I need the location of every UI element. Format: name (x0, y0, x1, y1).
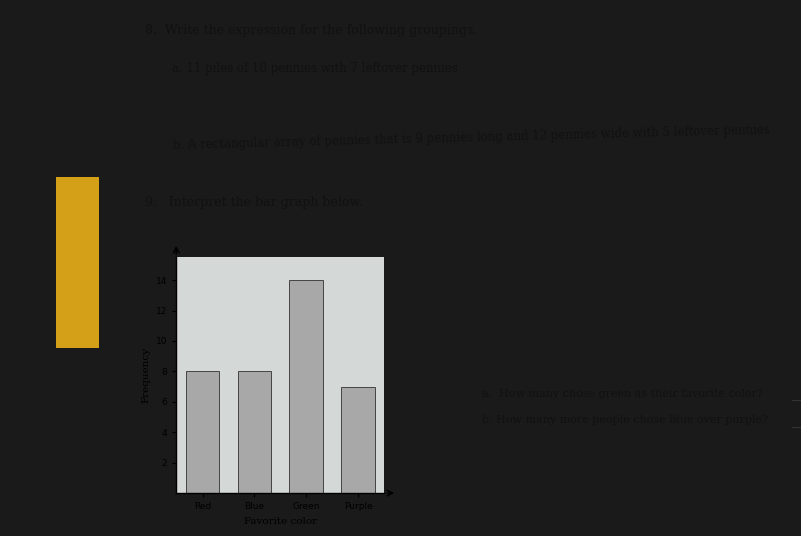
Text: a. 11 piles of 10 pennies with 7 leftover pennies: a. 11 piles of 10 pennies with 7 leftove… (172, 62, 458, 75)
Text: b. How many more people chose blue over purple?: b. How many more people chose blue over … (482, 415, 768, 426)
Bar (341, 386, 375, 493)
Bar (289, 280, 323, 493)
Text: 8.  Write the expression for the following groupings.: 8. Write the expression for the followin… (145, 24, 477, 37)
Bar (56, 177, 99, 348)
X-axis label: Favorite color: Favorite color (244, 517, 317, 526)
Text: b. A rectangular array of pennies that is 9 pennies long and 12 pennies wide wit: b. A rectangular array of pennies that i… (172, 123, 770, 152)
Y-axis label: Frequency: Frequency (141, 347, 150, 403)
Text: a.  How many chose green as their favorite color?: a. How many chose green as their favorit… (482, 389, 763, 399)
Bar (238, 371, 272, 493)
Bar (186, 371, 219, 493)
Text: 9.   Interpret the bar graph below.: 9. Interpret the bar graph below. (145, 196, 362, 209)
